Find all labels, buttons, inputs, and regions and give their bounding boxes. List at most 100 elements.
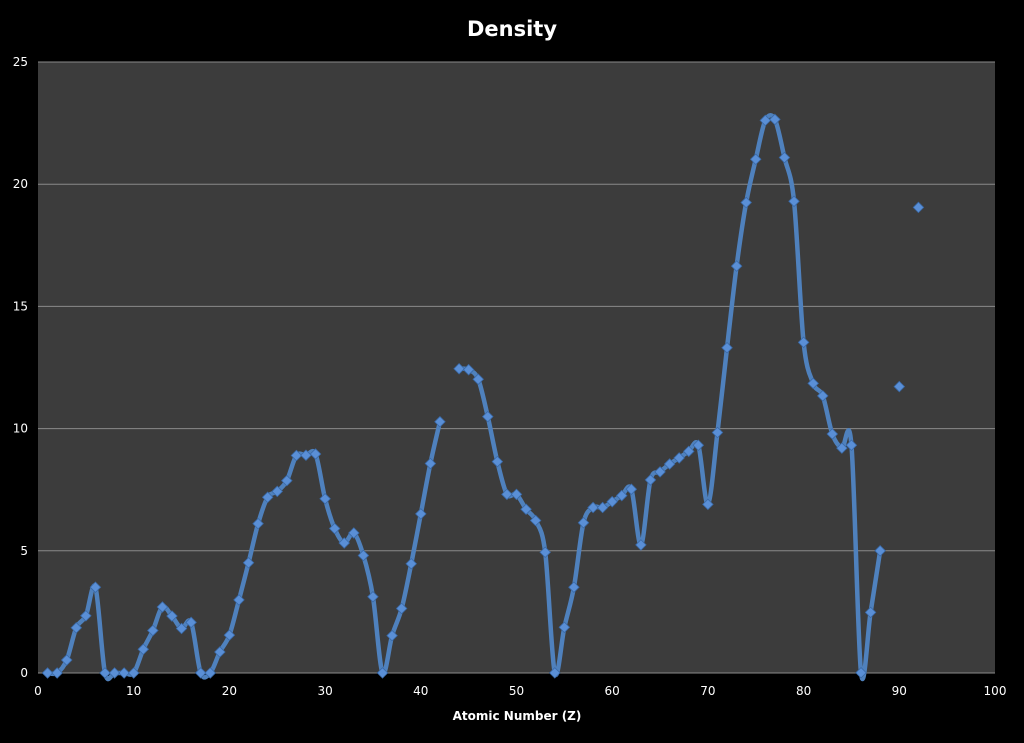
data-point	[577, 516, 590, 529]
data-point	[185, 616, 197, 629]
data-point	[730, 260, 743, 272]
x-tick-label: 70	[700, 684, 715, 698]
data-point	[702, 498, 714, 511]
data-point	[223, 629, 236, 641]
x-tick-label: 50	[509, 684, 524, 698]
x-tick-label: 100	[984, 684, 1007, 698]
x-tick-label: 0	[34, 684, 42, 698]
x-axis-label: Atomic Number (Z)	[453, 709, 582, 723]
data-point	[826, 428, 839, 440]
data-point	[405, 557, 417, 570]
data-point	[596, 501, 609, 514]
data-point	[788, 195, 800, 208]
data-point	[386, 629, 398, 642]
data-point	[682, 445, 695, 458]
data-point	[166, 610, 178, 622]
data-point	[137, 643, 150, 656]
data-point	[721, 341, 733, 354]
data-point	[261, 491, 274, 504]
data-point	[711, 426, 724, 439]
data-point	[606, 495, 618, 508]
data-point	[118, 667, 130, 679]
y-axis-ticks: 0 5 10 15 20 25	[13, 55, 28, 680]
data-point	[472, 373, 484, 385]
x-tick-label: 20	[222, 684, 237, 698]
data-point	[625, 483, 638, 495]
y-tick-label: 0	[20, 666, 28, 680]
data-point	[549, 667, 561, 679]
data-point	[175, 622, 188, 635]
data-point	[816, 390, 829, 402]
data-point	[281, 474, 293, 487]
data-point	[749, 153, 762, 166]
data-point	[415, 508, 427, 520]
data-point	[41, 667, 54, 679]
data-point	[89, 581, 102, 593]
data-point	[539, 546, 551, 559]
data-point	[233, 594, 245, 606]
data-point	[778, 151, 791, 164]
data-point	[395, 602, 408, 615]
data-point	[80, 610, 92, 622]
data-point	[338, 537, 351, 549]
data-point	[348, 527, 360, 539]
data-point	[759, 114, 772, 127]
data-point	[434, 415, 446, 428]
x-tick-label: 80	[796, 684, 811, 698]
data-point	[147, 624, 159, 637]
data-point	[510, 488, 523, 501]
data-point	[60, 654, 73, 666]
data-point	[635, 539, 647, 551]
data-point	[300, 449, 312, 462]
data-point	[529, 514, 542, 527]
data-point	[501, 488, 513, 501]
data-point	[194, 667, 207, 679]
chart-title: Density	[467, 17, 557, 41]
y-tick-label: 15	[13, 299, 28, 313]
data-point	[424, 457, 437, 470]
data-point	[357, 549, 370, 562]
data-point	[482, 410, 494, 423]
data-point	[558, 621, 571, 634]
data-point	[912, 201, 925, 214]
data-point	[290, 449, 303, 462]
data-point	[587, 501, 599, 514]
data-point	[836, 442, 848, 454]
data-point	[855, 666, 867, 679]
y-tick-label: 10	[13, 422, 28, 436]
x-axis-ticks: 0 10 20 30 40 50 60 70 80 90 100	[34, 684, 1006, 698]
data-point	[491, 455, 504, 468]
data-point	[740, 196, 752, 209]
y-tick-label: 5	[20, 544, 28, 558]
data-point	[309, 448, 322, 460]
y-tick-label: 25	[13, 55, 28, 69]
data-point	[864, 606, 877, 619]
plot-area	[38, 62, 995, 673]
data-point	[797, 336, 810, 349]
gridlines	[38, 61, 995, 674]
data-point	[252, 517, 264, 530]
x-tick-label: 30	[317, 684, 332, 698]
data-point	[644, 474, 657, 486]
data-point	[108, 667, 121, 679]
data-point	[242, 557, 255, 569]
data-point	[51, 667, 63, 679]
x-tick-label: 60	[605, 684, 620, 698]
data-point	[893, 380, 906, 393]
data-point	[845, 439, 858, 451]
data-point	[692, 439, 705, 451]
data-point	[204, 667, 217, 679]
data-point	[520, 503, 532, 516]
data-point	[99, 667, 111, 679]
data-point	[328, 522, 341, 535]
data-point	[663, 458, 676, 470]
data-point	[319, 492, 331, 505]
data-point	[367, 590, 379, 603]
x-tick-label: 10	[126, 684, 141, 698]
data-point	[673, 452, 685, 464]
data-point	[807, 377, 819, 390]
data-point	[70, 622, 83, 634]
data-point	[654, 466, 666, 478]
data-point	[568, 581, 580, 593]
